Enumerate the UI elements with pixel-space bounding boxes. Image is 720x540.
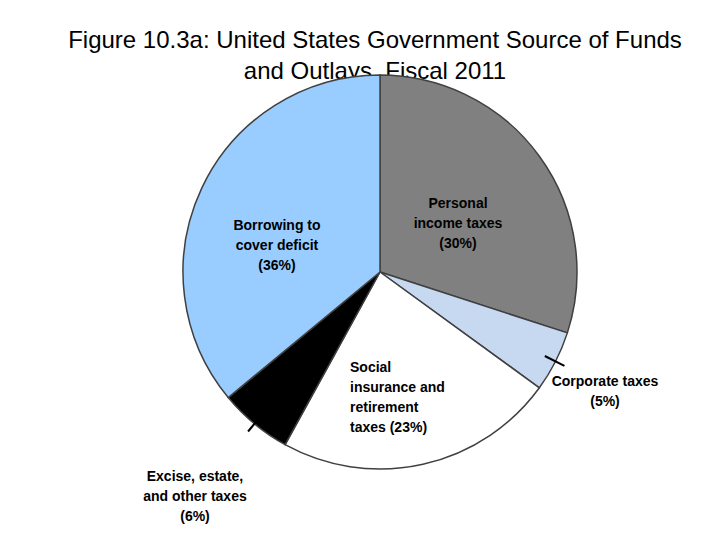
- slice-label: Social insurance and retirement taxes (23%): [350, 359, 445, 435]
- slice-label: Corporate taxes (5%): [552, 373, 659, 409]
- slice-label-line: Borrowing to: [233, 217, 320, 233]
- slice-label-line: and other taxes: [143, 488, 247, 504]
- leader-line: [248, 415, 262, 432]
- value-label: (36%): [258, 257, 295, 273]
- pie: [183, 75, 577, 469]
- category-label: retirement: [350, 399, 419, 415]
- value-label: (6%): [180, 508, 210, 524]
- slice-label-line: (36%): [258, 257, 295, 273]
- slice-label-line: taxes (23%): [350, 419, 427, 435]
- category-label: Personal: [428, 195, 487, 211]
- category-label: Borrowing to: [233, 217, 320, 233]
- category-label: cover deficit: [236, 237, 319, 253]
- leader-line: [545, 356, 565, 366]
- slice-label-line: Corporate taxes: [552, 373, 659, 389]
- slice-label-line: Excise, estate,: [147, 468, 244, 484]
- slice-label-line: Social: [350, 359, 391, 375]
- slice-label-line: cover deficit: [236, 237, 319, 253]
- slice-label-line: (30%): [439, 235, 476, 251]
- category-label: insurance and: [350, 379, 445, 395]
- category-label: Social: [350, 359, 391, 375]
- slice-label: Personal income taxes (30%): [414, 195, 503, 251]
- value-label: (5%): [590, 393, 620, 409]
- slice-label-line: (6%): [180, 508, 210, 524]
- slice-label-line: income taxes: [414, 215, 503, 231]
- slice-label: Excise, estate, and other taxes (6%): [143, 468, 247, 524]
- category-label: Corporate taxes: [552, 373, 659, 389]
- slice-label-line: insurance and: [350, 379, 445, 395]
- category-label: income taxes: [414, 215, 503, 231]
- category-label: and other taxes: [143, 488, 247, 504]
- chart: Figure 10.3a: United States Government S…: [0, 0, 720, 540]
- value-label: (23%): [386, 419, 427, 435]
- slice-label: Borrowing to cover deficit (36%): [233, 217, 320, 273]
- pie-slice: [183, 75, 380, 398]
- value-label: (30%): [439, 235, 476, 251]
- slice-label-line: (5%): [590, 393, 620, 409]
- slice-label-line: retirement: [350, 399, 419, 415]
- slice-label-line: Personal: [428, 195, 487, 211]
- title-line: Figure 10.3a: United States Government S…: [68, 26, 682, 53]
- category-label: Excise, estate,: [147, 468, 244, 484]
- category-label: taxes: [350, 419, 386, 435]
